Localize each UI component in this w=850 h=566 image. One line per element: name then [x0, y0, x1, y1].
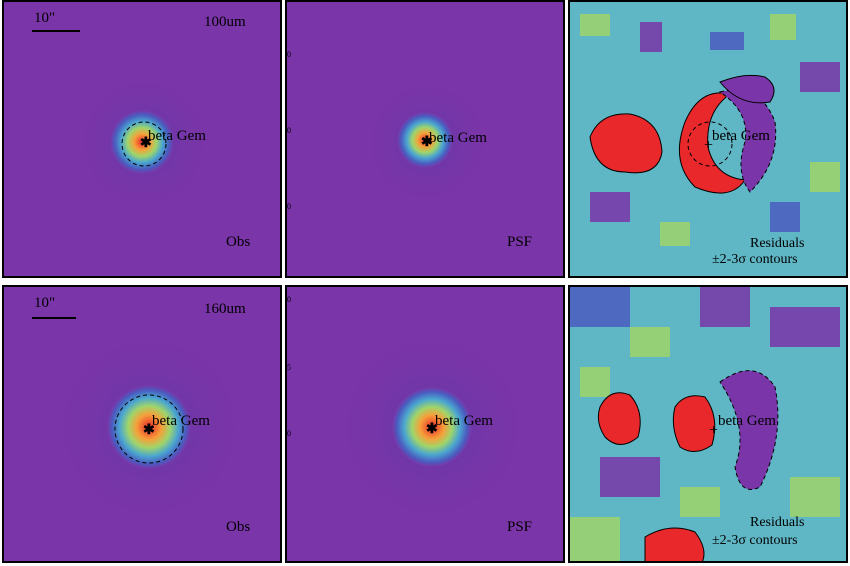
- image-160um-obs: ✱: [4, 287, 280, 561]
- scale-bar: [32, 317, 76, 319]
- panel-100um-psf: ✱ 40 30 20 beta Gem PSF: [285, 0, 565, 278]
- contours-label: ±2-3σ contours: [712, 533, 798, 548]
- residuals-label: Residuals: [750, 515, 805, 530]
- image-160um-residuals: +: [570, 287, 846, 561]
- ytick: 10: [287, 429, 291, 438]
- target-label: beta Gem: [712, 128, 770, 144]
- image-100um-psf: ✱: [287, 2, 563, 276]
- panel-100um-residuals: + beta Gem Residuals ±2-3σ contours: [568, 0, 848, 278]
- ytick: 30: [287, 126, 291, 135]
- residuals-label: Residuals: [750, 236, 805, 251]
- contours-label: ±2-3σ contours: [712, 252, 798, 267]
- target-label: beta Gem: [429, 130, 487, 146]
- target-label: beta Gem: [148, 128, 206, 144]
- target-label: beta Gem: [435, 413, 493, 429]
- band-label: 100um: [204, 14, 246, 30]
- scale-label: 10": [34, 295, 56, 311]
- target-label: beta Gem: [152, 413, 210, 429]
- svg-text:✱: ✱: [143, 423, 155, 438]
- target-label: beta Gem: [718, 413, 776, 429]
- psf-label: PSF: [507, 519, 533, 535]
- image-100um-obs: ✱: [4, 2, 280, 276]
- ytick: 15: [287, 363, 291, 372]
- svg-text:+: +: [709, 422, 718, 439]
- ytick: 40: [287, 50, 291, 59]
- ytick: 20: [287, 295, 291, 304]
- psf-label: PSF: [507, 234, 533, 250]
- scale-label: 10": [34, 10, 56, 26]
- image-100um-residuals: +: [570, 2, 846, 276]
- panel-160um-obs: ✱ 10" 160um beta Gem Obs: [2, 285, 282, 563]
- ytick: 20: [287, 202, 291, 211]
- image-160um-psf: ✱: [287, 287, 563, 561]
- panel-160um-residuals: + beta Gem Residuals ±2-3σ contours: [568, 285, 848, 563]
- svg-text:✱: ✱: [426, 422, 438, 437]
- ytick: 5: [285, 495, 287, 504]
- panel-100um-obs: ✱ 10" 100um beta Gem Obs: [2, 0, 282, 278]
- panel-160um-psf: ✱ 20 15 10 5 beta Gem PSF: [285, 285, 565, 563]
- scale-bar: [32, 30, 80, 32]
- obs-label: Obs: [226, 519, 251, 535]
- svg-text:+: +: [704, 137, 713, 154]
- svg-text:✱: ✱: [140, 136, 152, 151]
- band-label: 160um: [204, 301, 246, 317]
- svg-text:✱: ✱: [421, 135, 433, 150]
- obs-label: Obs: [226, 234, 251, 250]
